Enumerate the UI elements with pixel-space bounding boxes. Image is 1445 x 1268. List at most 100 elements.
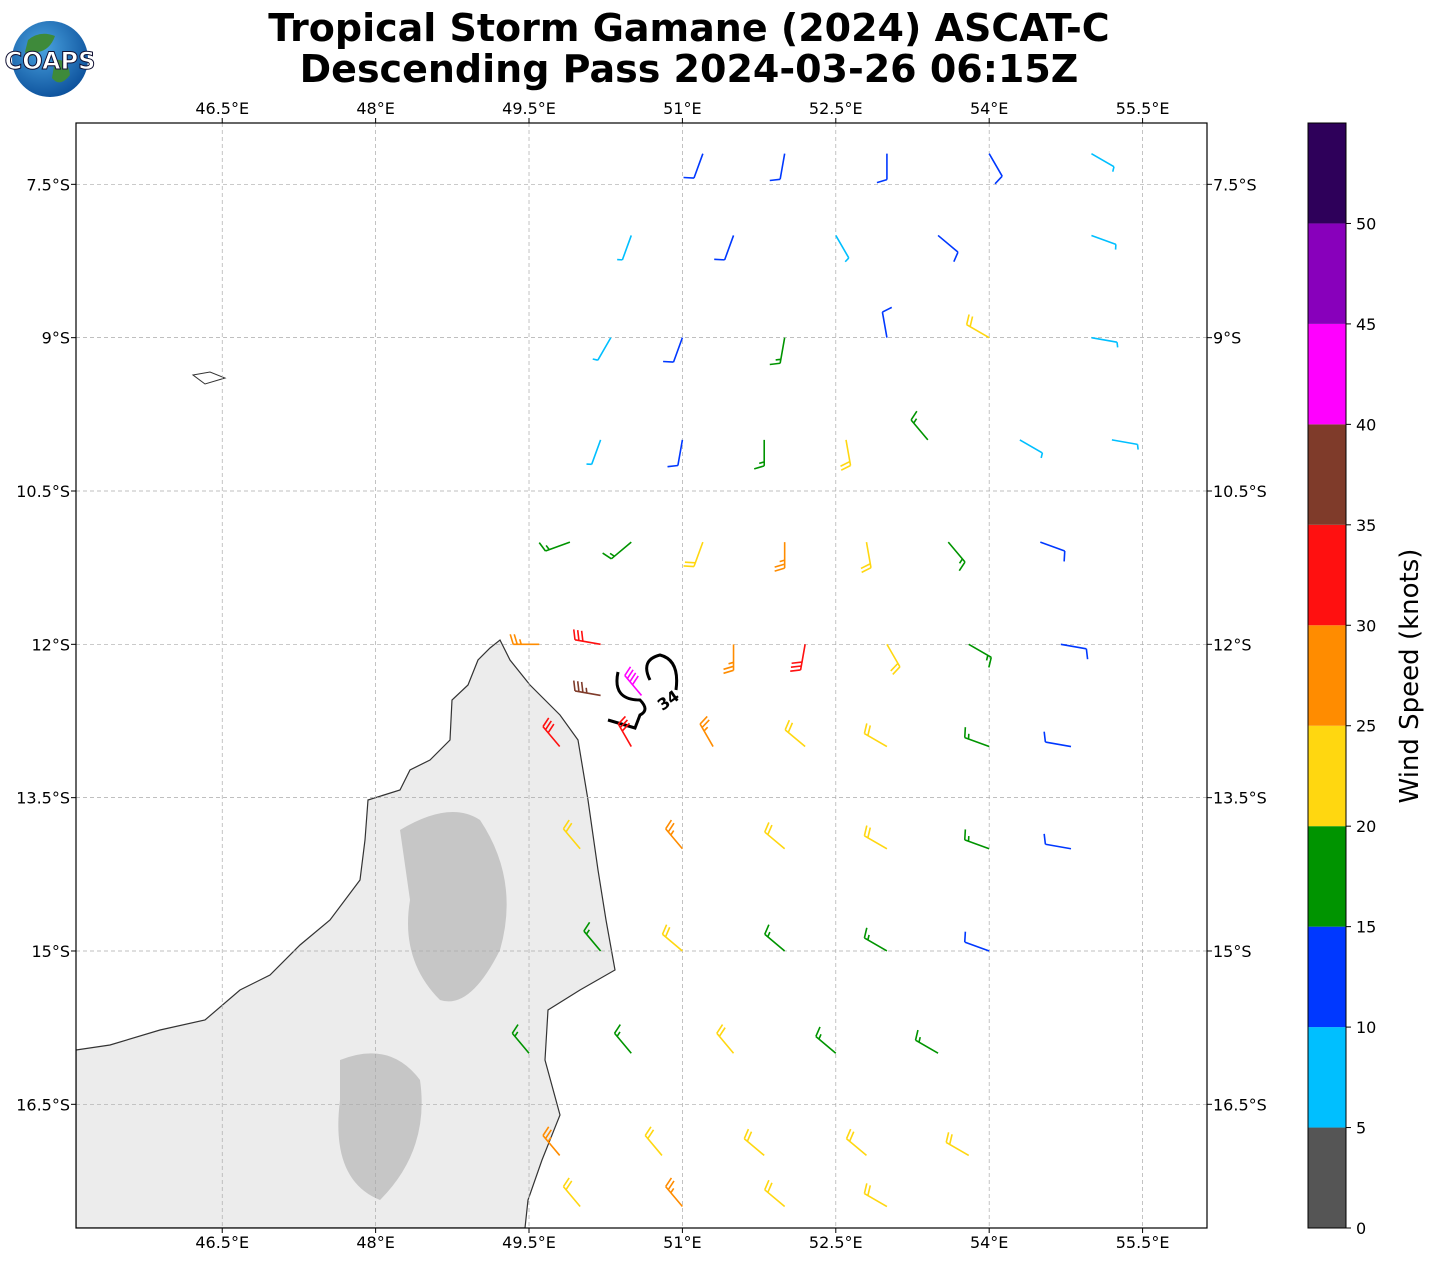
wind-barb [699,715,714,747]
wind-barb [769,337,786,366]
wind-barb [723,644,735,675]
wind-barb [863,723,888,748]
colorbar-bin [1308,323,1346,425]
wind-barb [840,439,852,471]
wind-barb [863,1183,888,1208]
wind-barb [613,1024,632,1054]
wind-barb [1111,439,1139,450]
wind-barb [863,825,888,850]
x-tick-label: 52.5°E [809,1233,863,1252]
x-tick-label: 49.5°E [502,99,556,118]
wind-barb [602,541,632,560]
x-tick-label: 46.5°E [195,99,249,118]
colorbar-tick-label: 30 [1356,616,1376,635]
wind-barb [910,410,929,441]
colorbar-frame [1307,122,1347,1229]
y-tick-label: 15°S [31,942,70,961]
wind-barb [617,715,632,747]
y-tick-label: 10.5°S [1213,482,1267,501]
y-tick-label: 7.5°S [1213,175,1257,194]
x-tick-label: 55.5°E [1116,99,1170,118]
y-tick-label: 13.5°S [16,789,70,808]
wind-barb [644,1126,663,1156]
wind-barb [764,924,786,952]
wind-barb [562,1177,581,1208]
colorbar-tick-label: 20 [1356,817,1376,836]
colorbar-tick-label: 15 [1356,918,1376,937]
wind-barb [583,921,602,952]
y-tick-label: 13.5°S [1213,789,1267,808]
colorbar-bin [1308,926,1346,1028]
wind-barb [542,717,561,748]
colorbar-bin [1308,123,1346,224]
logo-text: COAPS [5,47,96,75]
wind-barb [624,666,643,696]
y-tick-label: 16.5°S [16,1095,70,1114]
terrain [338,812,507,1200]
wind-barb [790,644,806,672]
colorbar-tick-label: 25 [1356,717,1376,736]
map-frame [75,122,1208,1229]
map-background [76,123,1207,1228]
x-tick-label: 46.5°E [195,1233,249,1252]
wind-barb [714,235,735,261]
wind-barb [937,234,959,263]
x-tick-label: 54°E [970,1233,1008,1252]
wind-barb [845,1128,867,1157]
wind-barb [1043,833,1072,850]
x-tick-label: 51°E [663,99,701,118]
wind-barb [963,727,990,748]
x-tick-label: 48°E [356,1233,394,1252]
wind-barb [963,931,990,952]
wind-barb [509,634,540,646]
wind-barb [753,439,766,470]
wind-barb [886,643,901,675]
wind-barb [876,153,888,184]
wind-barb [784,719,806,748]
x-tick-label: 48°E [356,99,394,118]
y-tick-label: 10.5°S [16,482,70,501]
wind-barb [1091,336,1119,348]
wind-barb [764,1179,786,1208]
colorbar-label: Wind Speed (knots) [1395,549,1425,804]
colorbar-bin [1308,725,1346,827]
wind-barb [617,235,633,261]
colorbar-bin [1308,1027,1346,1128]
wind-barb [881,306,893,338]
wind-barb [683,153,704,179]
wind-barb [774,542,786,572]
y-tick-label: 12°S [1213,635,1252,654]
x-tick-label: 49.5°E [502,1233,556,1252]
colorbar-bin [1308,625,1346,726]
contour-line [607,653,679,730]
wind-barb [586,439,602,466]
colorbar-bin [1308,524,1346,626]
wind-barb [1060,643,1089,660]
wind-barb [663,337,684,363]
y-tick-label: 16.5°S [1213,1095,1267,1114]
y-tick-label: 9°S [1213,329,1241,348]
wind-barb [592,337,612,361]
wind-barb [1091,152,1115,172]
x-tick-label: 54°E [970,99,1008,118]
wind-barb [743,1128,765,1157]
colorbar-bin [1308,223,1346,324]
x-tick-label: 52.5°E [809,99,863,118]
wind-barb [965,314,990,339]
colorbar-tick-label: 10 [1356,1018,1376,1037]
colorbar-bin [1308,424,1346,525]
wind-barb [764,822,786,850]
wind-barb [562,819,581,850]
colorbar-tick-label: 40 [1356,415,1376,434]
y-tick-label: 12°S [31,635,70,654]
colorbar-tick-label: 45 [1356,315,1376,334]
wind-barb [963,829,990,850]
plot: 46.5°E 46.5°E 48°E 48°E 49.5°E 49.5°E 51°E 51°E… [16,99,1376,1252]
wind-barb [988,153,1003,185]
y-tick-label: 9°S [42,329,70,348]
wind-barb [572,680,601,697]
wind-barb [538,541,571,552]
x-tick-label: 51°E [663,1233,701,1252]
logo: COAPS [4,21,96,97]
y-tick-label: 15°S [1213,942,1252,961]
